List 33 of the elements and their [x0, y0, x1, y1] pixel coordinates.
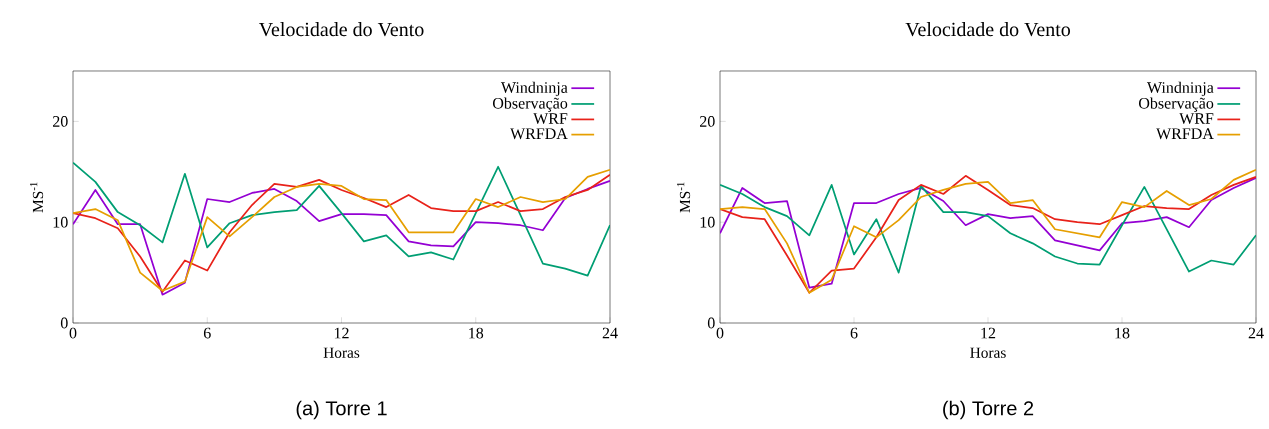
line-series [73, 161, 611, 277]
x-tick-label: 18 [469, 327, 484, 339]
y-tick-label: 0 [60, 317, 68, 329]
y-axis-title: MS$^{-1}$ [30, 182, 44, 213]
legend-label: Windninja [1146, 81, 1214, 97]
x-axis-title: Horas [970, 347, 1006, 358]
x-tick-label: 18 [1115, 327, 1130, 339]
text: (b) Torre 2 [943, 400, 1034, 420]
legend-label: WRFDA [510, 128, 568, 140]
x-tick-label: 6 [203, 327, 211, 339]
legend-label: Observação [492, 97, 568, 112]
text: (a) Torre 1 [296, 400, 387, 420]
legend-label: WRF [533, 113, 568, 124]
x-tick-label: 12 [981, 327, 996, 339]
x-tick-label: 24 [602, 327, 618, 339]
x-tick-label: 24 [1248, 327, 1264, 339]
x-tick-label: 0 [716, 327, 724, 339]
y-axis-title: MS$^{-1}$ [677, 182, 691, 213]
y-tick-label: 20 [53, 116, 68, 127]
x-tick-label: 6 [850, 327, 858, 339]
chart-title: Velocidade do Vento [258, 22, 424, 37]
y-tick-label: 20 [700, 116, 715, 127]
x-tick-label: 12 [334, 327, 349, 339]
legend-label: WRFDA [1156, 128, 1214, 140]
x-tick-label: 0 [69, 327, 77, 339]
chart-title: Velocidade do Vento [905, 22, 1071, 37]
x-axis-title: Horas [323, 347, 360, 358]
legend-label: WRF [1179, 113, 1214, 124]
y-tick-label: 10 [53, 216, 68, 228]
legend-label: Observação [1138, 97, 1214, 112]
y-tick-label: 10 [700, 216, 715, 228]
y-tick-label: 0 [707, 317, 715, 329]
legend-label: Windninja [500, 81, 568, 97]
